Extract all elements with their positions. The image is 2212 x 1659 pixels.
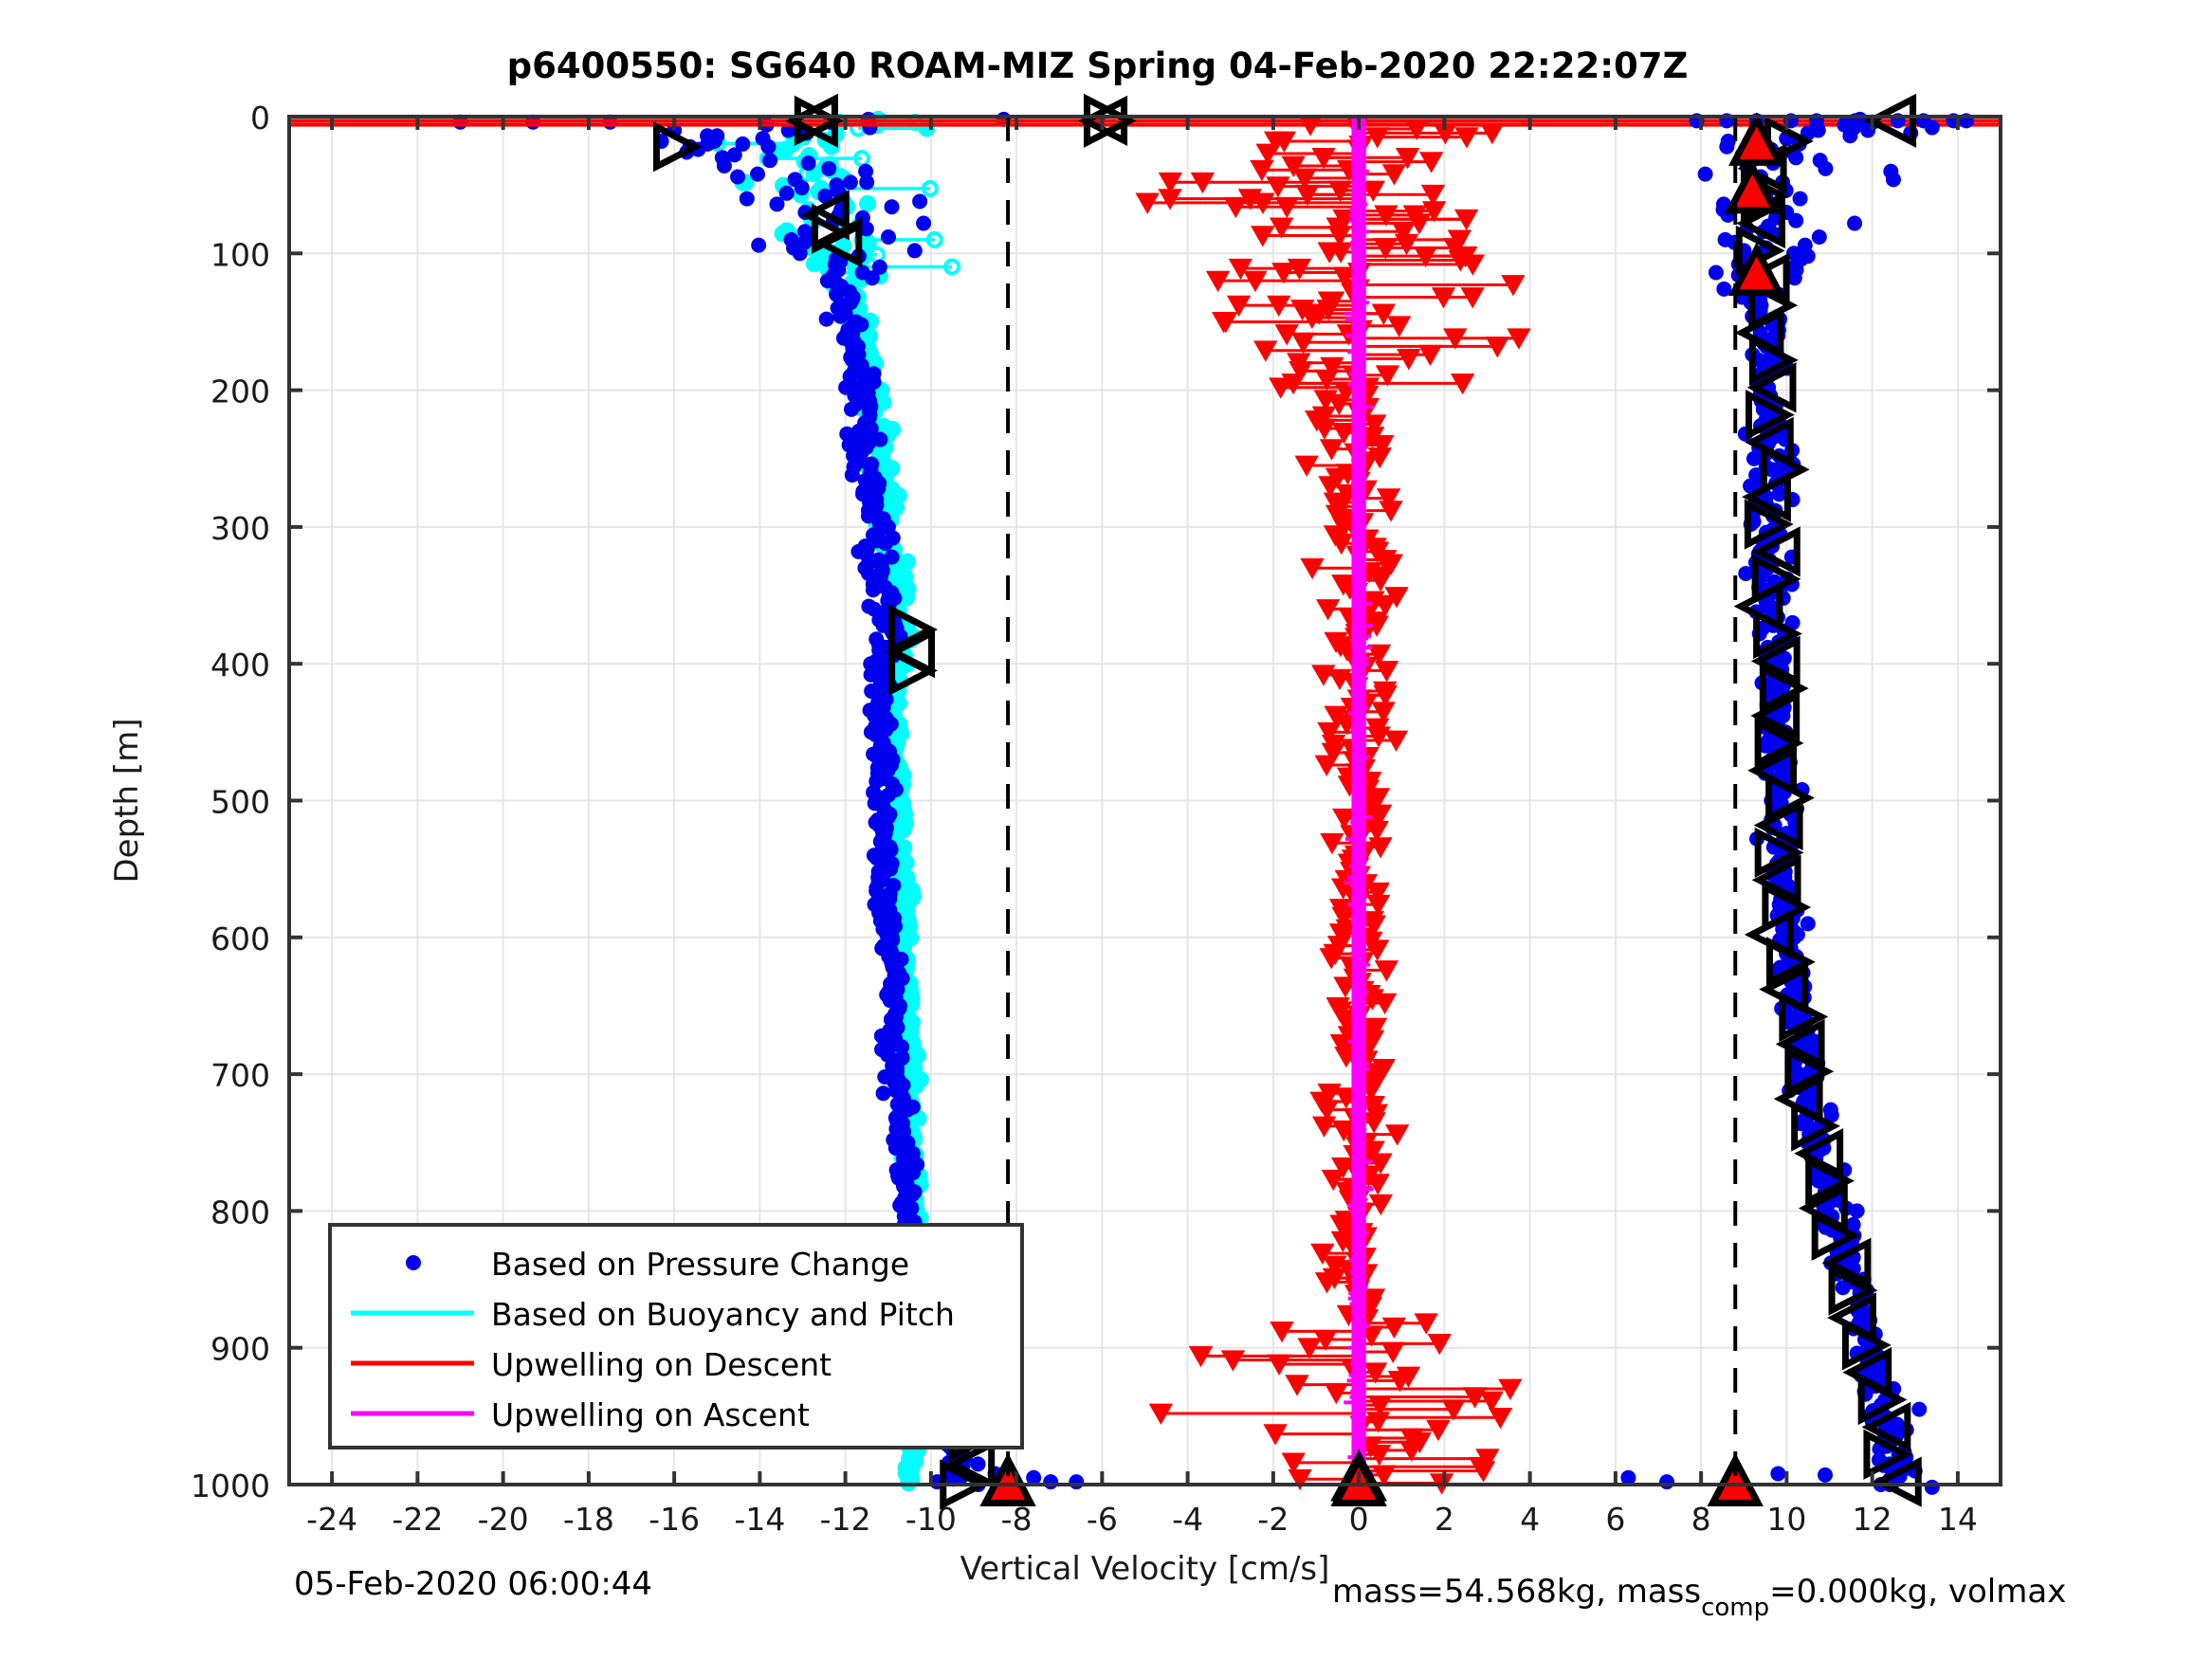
legend-item-label: Based on Pressure Change: [491, 1246, 909, 1283]
y-tick-label: 400: [210, 647, 270, 684]
x-axis-title: Vertical Velocity [cm/s]: [960, 1550, 1330, 1588]
x-tick-label: -20: [478, 1501, 529, 1538]
y-tick-label: 800: [210, 1194, 270, 1231]
series-upwelling-ascent: [1344, 115, 1374, 1486]
footer-mass-annotation: mass=54.568kg, masscomp=0.000kg, volmax: [1332, 1573, 2066, 1622]
y-tick-label: 600: [210, 921, 270, 957]
x-tick-label: -24: [306, 1501, 357, 1538]
x-tick-label: 4: [1520, 1501, 1540, 1538]
x-tick-label: -4: [1172, 1501, 1203, 1538]
x-tick-label: -16: [649, 1501, 700, 1538]
y-tick-label: 200: [210, 374, 270, 410]
x-tick-label: -2: [1257, 1501, 1289, 1538]
x-tick-label: 10: [1766, 1501, 1806, 1538]
page-title: p6400550: SG640 ROAM-MIZ Spring 04-Feb-2…: [507, 46, 1689, 86]
legend-item-label: Based on Buoyancy and Pitch: [491, 1296, 955, 1333]
y-tick-label: 0: [250, 100, 270, 137]
x-tick-label: -8: [1001, 1501, 1033, 1538]
x-tick-label: -14: [734, 1501, 785, 1538]
x-tick-label: -6: [1087, 1501, 1118, 1538]
footer-timestamp-left: 05-Feb-2020 06:00:44: [294, 1565, 652, 1603]
y-tick-label: 900: [210, 1331, 270, 1368]
y-tick-label: 500: [210, 784, 270, 821]
x-tick-label: -10: [905, 1501, 957, 1538]
grid-lines: [289, 116, 2001, 1486]
legend-item-label: Upwelling on Descent: [491, 1346, 832, 1383]
x-tick-label: -22: [392, 1501, 443, 1538]
legend-marker-dot: [406, 1255, 421, 1270]
axes-frame: [287, 115, 2002, 1486]
legend: [328, 1223, 1024, 1449]
x-tick-label: -12: [820, 1501, 871, 1538]
y-tick-label: 300: [210, 510, 270, 547]
legend-item-label: Upwelling on Ascent: [491, 1396, 810, 1433]
y-tick-label: 700: [210, 1057, 270, 1094]
x-tick-label: -18: [563, 1501, 614, 1538]
x-tick-label: 6: [1605, 1501, 1625, 1538]
x-tick-label: 2: [1435, 1501, 1454, 1538]
y-tick-label: 1000: [191, 1468, 270, 1504]
x-tick-label: 12: [1853, 1501, 1892, 1538]
x-tick-label: 0: [1349, 1501, 1369, 1538]
y-axis-title: Depth [m]: [108, 718, 146, 883]
y-tick-label: 100: [210, 236, 270, 273]
x-tick-label: 8: [1691, 1501, 1711, 1538]
x-tick-label: 14: [1938, 1501, 1978, 1538]
